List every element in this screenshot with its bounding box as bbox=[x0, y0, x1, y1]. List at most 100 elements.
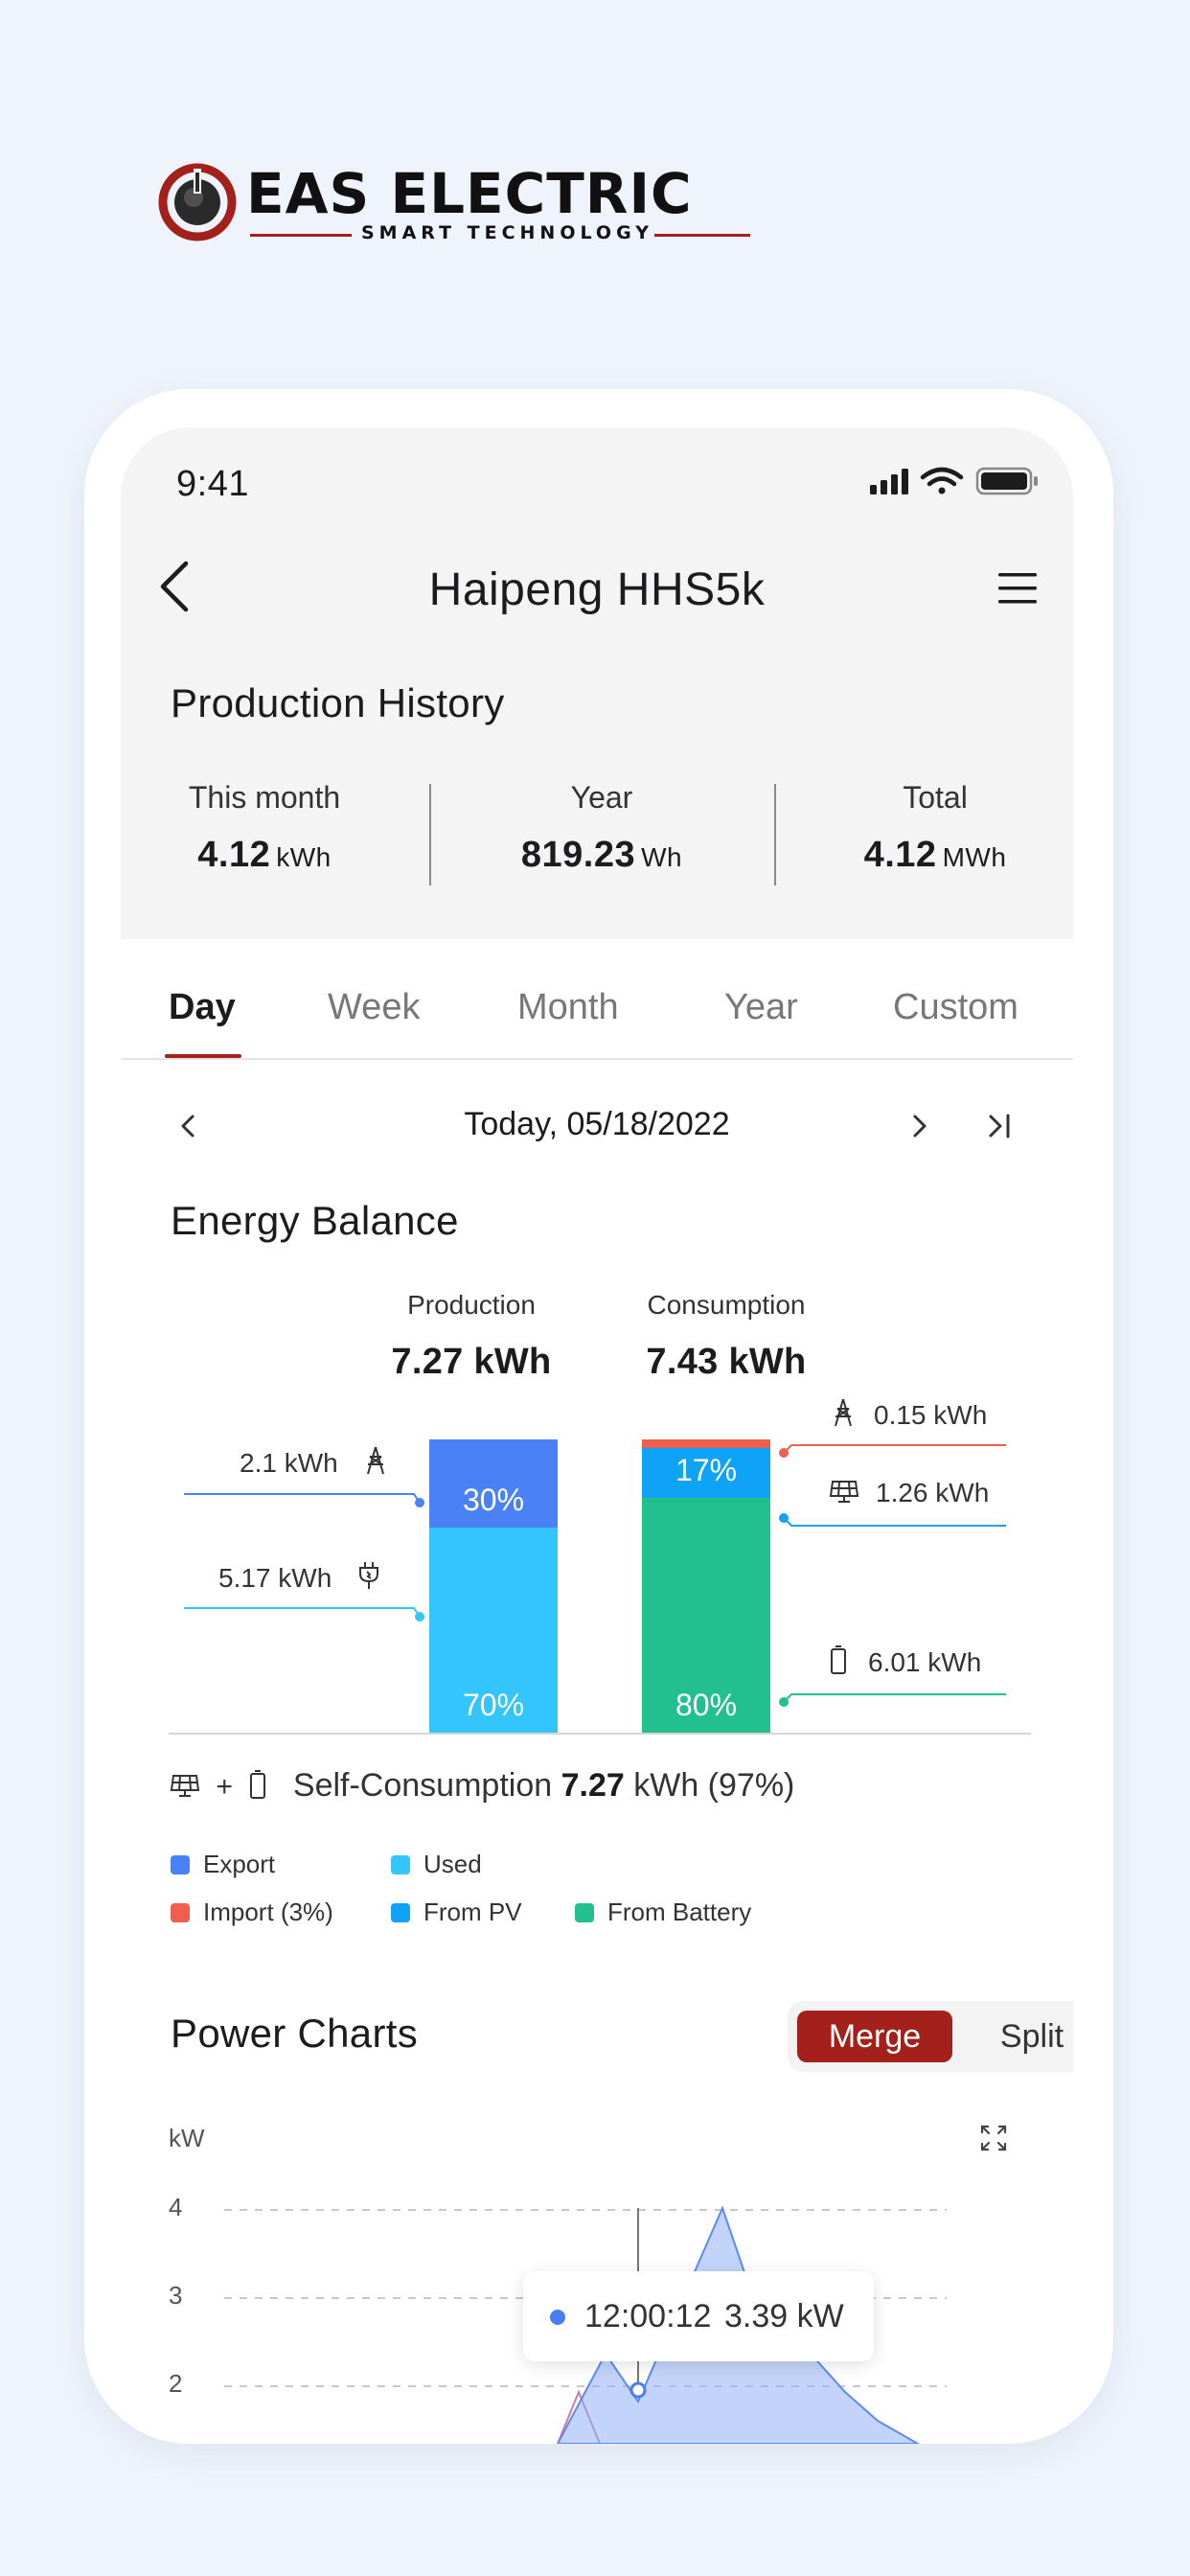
tab-week[interactable]: Week bbox=[328, 987, 421, 1027]
solar-panel-icon bbox=[829, 1481, 859, 1503]
brand-logo: EAS ELECTRIC SMART TECHNOLOGY bbox=[158, 163, 752, 245]
stat-divider bbox=[774, 784, 776, 886]
stat-number: 4.12 bbox=[197, 835, 271, 875]
export-value-label: 2.1 kWh bbox=[240, 1445, 389, 1479]
legend-label: From PV bbox=[423, 1898, 522, 1926]
power-charts-title: Power Charts bbox=[171, 2011, 419, 2056]
tab-custom[interactable]: Custom bbox=[893, 987, 1018, 1027]
header-section bbox=[121, 427, 1073, 939]
leader-lines bbox=[184, 1444, 1006, 1707]
tab-year[interactable]: Year bbox=[724, 987, 798, 1027]
used-value: 5.17 kWh bbox=[218, 1563, 332, 1593]
stat-number: 819.23 bbox=[520, 835, 636, 875]
y-tick-label: 4 bbox=[169, 2193, 183, 2221]
active-tab-indicator bbox=[165, 1054, 241, 1058]
previous-day-icon[interactable] bbox=[174, 1112, 203, 1140]
stat-number: 4.12 bbox=[863, 835, 937, 875]
period-tabs: Day Week Month Year Custom bbox=[121, 939, 1073, 1060]
stat-label: Year bbox=[570, 780, 633, 815]
energy-balance-title: Energy Balance bbox=[171, 1198, 459, 1243]
date-navigation: Today, 05/18/2022 bbox=[121, 1098, 1073, 1156]
battery-value: 6.01 kWh bbox=[868, 1647, 982, 1677]
import-segment bbox=[642, 1439, 770, 1448]
import-value-label: 0.15 kWh bbox=[830, 1397, 987, 1431]
legend-swatch bbox=[391, 1855, 410, 1874]
from-battery-segment: 80% bbox=[642, 1498, 770, 1733]
legend-swatch bbox=[391, 1903, 410, 1922]
selected-point[interactable] bbox=[629, 2381, 647, 2399]
jump-to-latest-icon[interactable] bbox=[983, 1112, 1016, 1140]
grid-tower-icon bbox=[835, 1398, 852, 1427]
hamburger-menu-icon bbox=[998, 573, 1037, 604]
tooltip-time: 12:00:12 bbox=[584, 2298, 712, 2334]
consumption-header: Consumption 7.43 kWh bbox=[621, 1290, 832, 1383]
legend-label: Export bbox=[203, 1850, 276, 1878]
wifi-icon bbox=[920, 467, 964, 494]
legend-label: Used bbox=[423, 1850, 482, 1878]
tab-day[interactable]: Day bbox=[169, 987, 236, 1027]
current-date[interactable]: Today, 05/18/2022 bbox=[464, 1106, 730, 1142]
stat-label: This month bbox=[188, 780, 341, 815]
from-battery-percent: 80% bbox=[675, 1688, 738, 1722]
battery-icon bbox=[250, 1770, 266, 1799]
legend-swatch bbox=[575, 1903, 594, 1922]
production-label: Production bbox=[407, 1290, 536, 1320]
production-header: Production 7.27 kWh bbox=[366, 1290, 577, 1383]
solar-panel-icon bbox=[170, 1775, 200, 1797]
import-value: 0.15 kWh bbox=[874, 1400, 988, 1430]
tooltip-value: 3.39 kW bbox=[724, 2298, 844, 2334]
stat-value: 4.12 kWh bbox=[121, 835, 408, 876]
tab-month[interactable]: Month bbox=[517, 987, 619, 1027]
stat-unit: MWh bbox=[942, 842, 1007, 872]
export-segment: 30% bbox=[429, 1439, 558, 1528]
self-consumption-rest: kWh (97%) bbox=[633, 1767, 795, 1804]
split-button[interactable]: Split bbox=[999, 2018, 1064, 2055]
tooltip-series-dot bbox=[550, 2310, 565, 2325]
signal-icon bbox=[870, 469, 908, 494]
consumption-total: 7.43 kWh bbox=[646, 1342, 807, 1382]
pv-value: 1.26 kWh bbox=[876, 1478, 990, 1507]
battery-icon bbox=[831, 1645, 846, 1674]
next-day-icon[interactable] bbox=[904, 1112, 933, 1140]
merge-button[interactable]: Merge bbox=[797, 2011, 952, 2062]
legend-export: Export bbox=[171, 1850, 275, 1879]
export-percent: 30% bbox=[462, 1483, 525, 1517]
merge-split-toggle: Merge Split bbox=[788, 2001, 1073, 2072]
legend-import: Import (3%) bbox=[171, 1898, 333, 1927]
legend-used: Used bbox=[391, 1850, 482, 1879]
consumption-label: Consumption bbox=[647, 1290, 806, 1320]
self-consumption-summary: + Self-Consumption 7.27 kWh (97%) bbox=[170, 1767, 795, 1805]
y-tick-label: 2 bbox=[169, 2369, 183, 2398]
stat-divider bbox=[429, 784, 431, 886]
production-total: 7.27 kWh bbox=[391, 1342, 552, 1382]
page-title: Haipeng HHS5k bbox=[428, 564, 766, 615]
legend-label: From Battery bbox=[607, 1898, 752, 1926]
plus-sign: + bbox=[216, 1771, 233, 1803]
menu-button[interactable] bbox=[998, 573, 1037, 604]
production-bar: 30% 70% bbox=[429, 1439, 558, 1733]
stat-label: Total bbox=[903, 780, 968, 815]
consumption-bar: 17% 80% bbox=[642, 1439, 770, 1733]
legend-label: Import (3%) bbox=[203, 1898, 333, 1926]
stat-value: 4.12 MWh bbox=[791, 835, 1073, 876]
stat-value: 819.23 Wh bbox=[458, 835, 745, 876]
chevron-left-icon bbox=[160, 561, 189, 612]
stat-unit: Wh bbox=[641, 842, 683, 872]
legend-from-battery: From Battery bbox=[575, 1898, 751, 1927]
chart-baseline bbox=[169, 1733, 1031, 1735]
brand-rule-right bbox=[654, 234, 750, 237]
production-history-title: Production History bbox=[171, 680, 505, 725]
brand-rule-left bbox=[250, 234, 352, 237]
stat-total: Total 4.12 MWh bbox=[791, 780, 1073, 876]
status-icons bbox=[870, 466, 1042, 496]
used-percent: 70% bbox=[462, 1688, 525, 1722]
battery-value-label: 6.01 kWh bbox=[830, 1644, 981, 1678]
expand-icon[interactable] bbox=[979, 2124, 1008, 2152]
power-logo-icon bbox=[158, 163, 237, 242]
stat-year: Year 819.23 Wh bbox=[458, 780, 745, 876]
pv-value-label: 1.26 kWh bbox=[829, 1478, 990, 1508]
back-button[interactable] bbox=[153, 558, 201, 615]
from-pv-percent: 17% bbox=[675, 1453, 738, 1487]
export-value: 2.1 kWh bbox=[240, 1448, 338, 1478]
